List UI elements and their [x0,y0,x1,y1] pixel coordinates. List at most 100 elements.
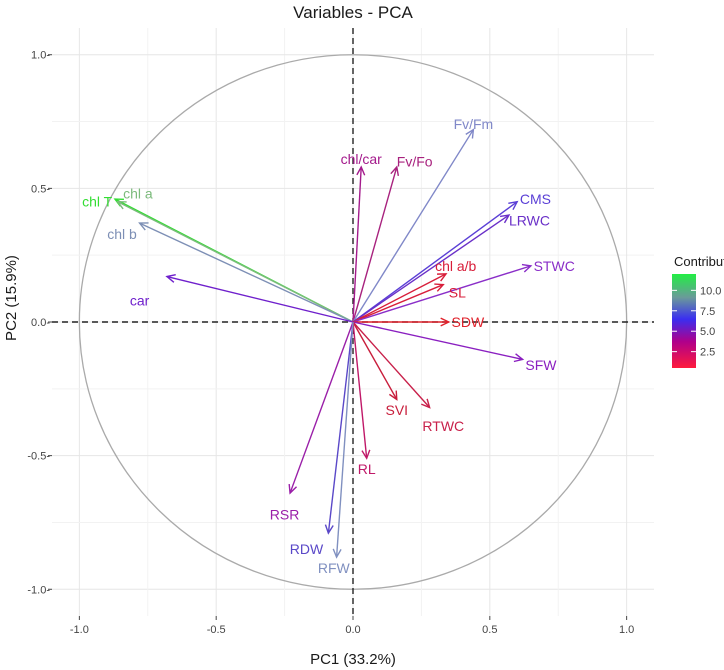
arrow-shaft [352,283,444,323]
arrow-head [440,317,451,327]
variable-arrow [353,317,451,327]
variable-labels: chl T chl a chl b car chl/car Fv/Fo Fv/Fm CMS LR… [82,116,575,576]
variable-arrow [138,222,354,323]
arrow-head [288,484,298,495]
arrow-head [465,128,475,139]
y-tick-label: -1.0- [27,584,50,596]
legend-tick-label: 7.5 [700,306,715,318]
variable-label: chl b [107,226,137,242]
y-tick-label: 1.0- [31,50,50,62]
arrow-head [434,283,445,292]
variable-label: CMS [520,191,551,207]
variable-arrow [352,214,511,323]
variable-label: RFW [318,560,351,576]
variable-arrow [116,200,354,323]
variable-arrow [352,263,533,323]
legend-tick-label: 10.0 [700,285,721,297]
y-tick-label: 0.5- [31,183,50,195]
variable-arrow [352,273,448,323]
variable-label: SL [449,285,466,301]
variable-arrow [352,321,398,401]
x-tick-label: 1.0 [619,624,634,636]
x-tick-label: 0.0 [345,624,360,636]
arrow-head [508,200,519,211]
y-tick-label: -0.5- [27,451,50,463]
variable-label: SFW [525,357,557,373]
variable-label: STWC [534,258,575,274]
variable-label: SVI [385,402,408,418]
arrow-shaft [166,275,354,323]
arrow-head [437,273,448,282]
variable-arrow [352,321,371,460]
arrow-shaft [352,321,398,400]
arrow-shaft [352,166,398,323]
y-tick-label: 0.0- [31,317,50,329]
arrow-shaft [352,321,523,361]
variable-label: RSR [270,506,300,522]
x-tick-label: -1.0 [70,624,89,636]
contribution-legend: Contribution 2.5 5.0 7.5 10.0 [672,254,724,368]
variable-label: Fv/Fo [397,154,433,170]
variable-label: LRWC [509,212,550,228]
arrow-shaft [352,201,518,323]
arrow-shaft [352,321,368,459]
legend-tick-label: 5.0 [700,326,715,338]
y-axis-title: PC2 (15.9%) [3,255,20,341]
variable-arrows [113,128,533,559]
arrow-shaft [352,129,474,323]
arrow-head [513,353,525,363]
legend-title: Contribution [674,254,724,269]
variable-arrow [352,128,475,323]
arrow-head [116,200,127,210]
arrow-shaft [289,321,354,494]
variable-label: Fv/Fm [454,116,494,132]
variable-label: RL [358,461,376,477]
variable-label: chl T [82,194,113,210]
variable-arrow [352,283,445,323]
variable-arrow [352,165,366,323]
legend-ticks: 2.5 5.0 7.5 10.0 [672,285,721,359]
x-tick-label: -0.5 [207,624,226,636]
arrow-head [521,263,533,273]
variable-arrow [332,321,354,559]
variable-label: chl a/b [435,258,476,274]
y-axis-ticks: -1.0- -0.5- 0.0- 0.5- 1.0- [27,50,52,596]
variable-label: chl/car [341,151,383,167]
arrow-shaft [352,265,532,323]
arrow-shaft [335,321,354,558]
variable-arrow [352,321,431,409]
chart-title: Variables - PCA [293,3,413,22]
variable-arrow [352,165,400,323]
variable-label: RDW [290,541,324,557]
variable-arrow [165,273,354,323]
x-axis-title: PC1 (33.2%) [310,651,396,668]
arrow-head [356,165,366,176]
arrow-head [388,390,398,401]
variable-arrow [288,321,354,495]
arrow-shaft [352,214,510,323]
arrow-shaft [327,321,354,534]
variable-label: car [130,293,150,309]
variable-arrow [324,321,354,535]
legend-tick-label: 2.5 [700,347,715,359]
x-axis-ticks: -1.0 -0.5 0.0 0.5 1.0 [70,616,634,636]
arrow-shaft [352,166,362,323]
arrow-shaft [352,321,431,408]
arrow-head [421,398,431,409]
arrow-head [324,524,334,535]
arrow-head [332,548,342,559]
variable-label: RTWC [422,418,464,434]
variable-label: SDW [452,314,485,330]
arrow-head [361,449,371,460]
arrow-head [390,165,400,176]
legend-gradient-bar [672,274,696,368]
x-tick-label: 0.5 [482,624,497,636]
arrow-shaft [352,273,447,323]
arrow-shaft [139,222,354,323]
variable-arrow [352,200,519,323]
arrow-head [499,214,511,224]
variable-arrow [352,321,525,363]
arrow-head [138,222,149,231]
variable-label: chl a [123,186,153,202]
